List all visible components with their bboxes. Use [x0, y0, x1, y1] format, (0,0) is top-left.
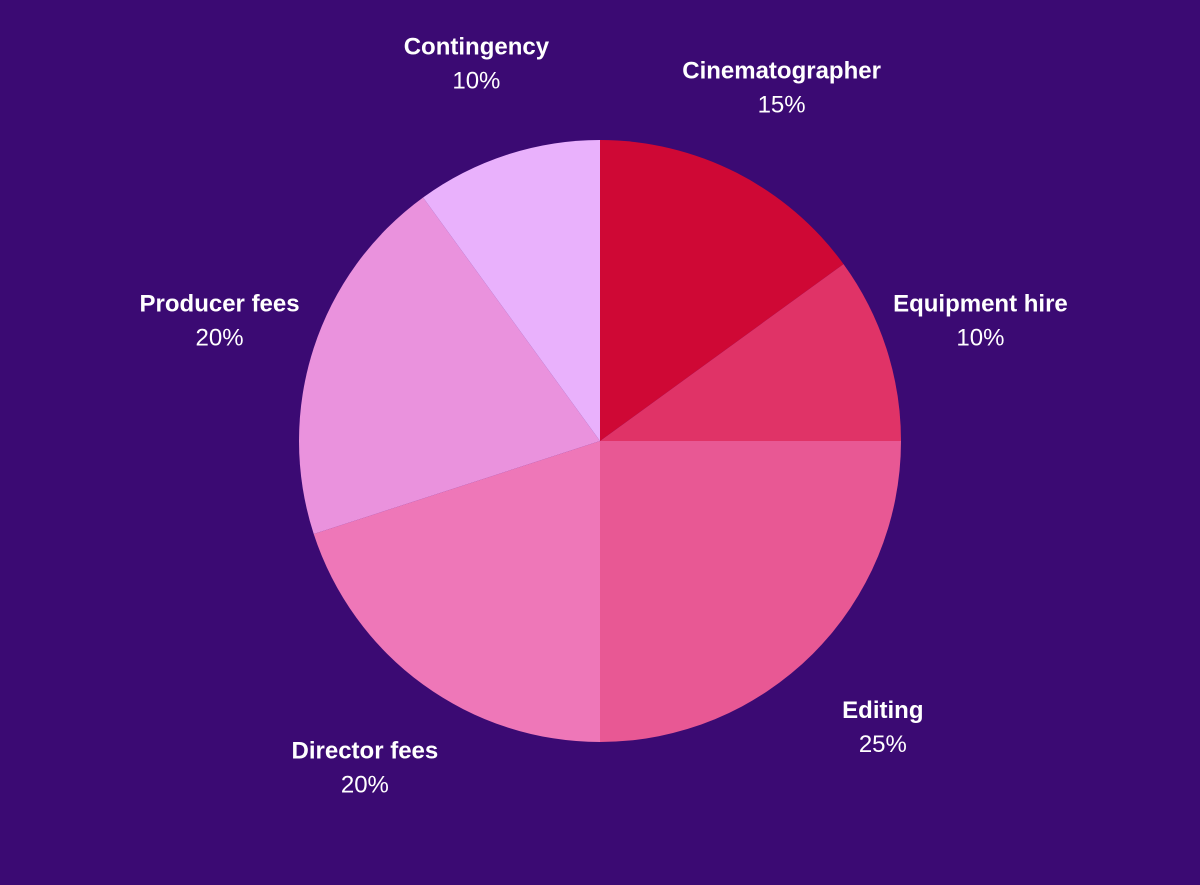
pie-slice-contingency	[423, 140, 600, 441]
slice-name-label: Equipment hire	[893, 290, 1068, 317]
slice-name-label: Editing	[842, 697, 923, 724]
pie-slice-director-fees	[313, 441, 600, 742]
pie-slice-cinematographer	[600, 140, 844, 441]
slice-label-equipment-hire: Equipment hire 10%	[893, 290, 1068, 351]
slice-label-cinematographer: Cinematographer 15%	[682, 58, 881, 119]
slice-name-label: Producer fees	[140, 290, 300, 317]
slice-percent-label: 20%	[341, 772, 389, 799]
slice-percent-label: 25%	[859, 731, 907, 758]
slice-label-contingency: Contingency 10%	[404, 34, 550, 95]
slice-name-label: Cinematographer	[682, 58, 881, 85]
pie-slice-producer-fees	[299, 197, 600, 535]
slice-label-editing: Editing 25%	[842, 697, 923, 758]
pie-slice-editing	[600, 441, 901, 742]
slice-name-label: Contingency	[404, 34, 550, 61]
slice-percent-label: 15%	[758, 92, 806, 119]
slice-percent-label: 20%	[196, 324, 244, 351]
slice-label-director-fees: Director fees 20%	[292, 738, 439, 799]
slice-percent-label: 10%	[956, 324, 1004, 351]
pie-slice-equipment-hire	[600, 264, 901, 441]
slice-percent-label: 10%	[452, 68, 500, 95]
slice-name-label: Director fees	[292, 738, 439, 765]
slice-label-producer-fees: Producer fees 20%	[140, 290, 300, 351]
